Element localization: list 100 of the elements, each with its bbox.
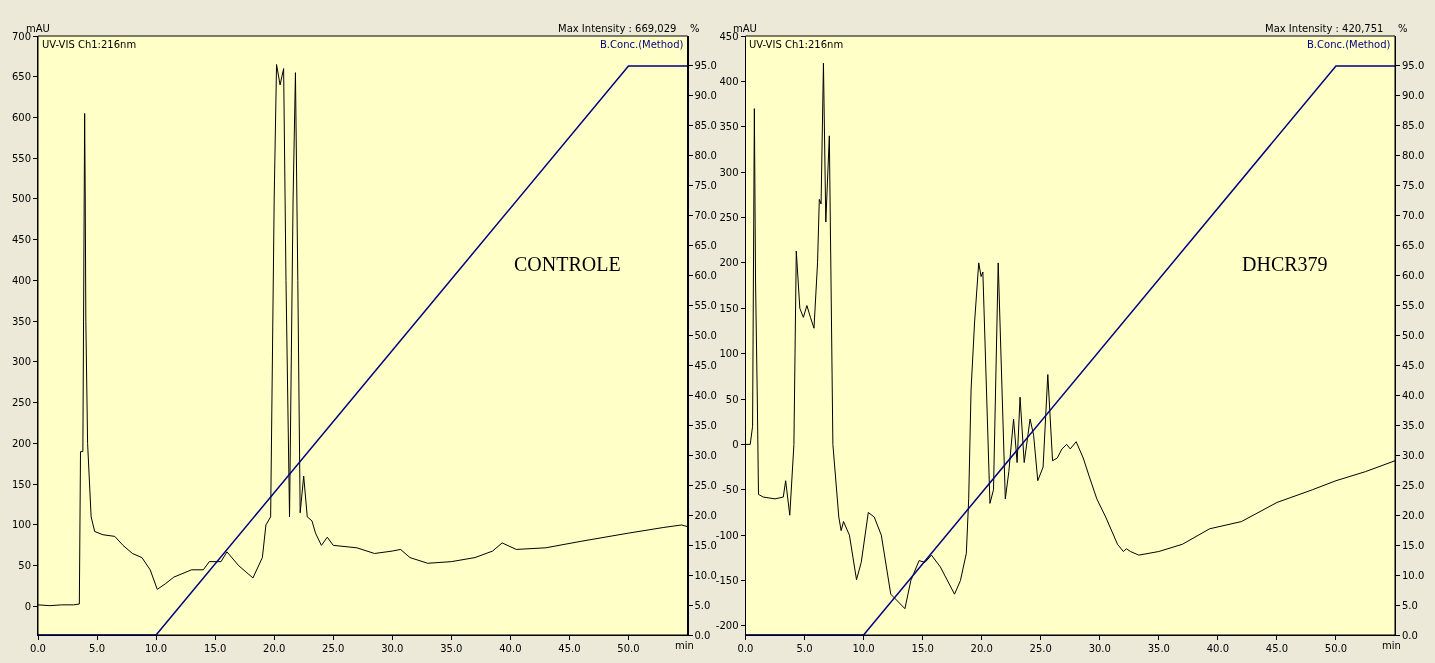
y2-tick-label: 70.0 [694,210,717,222]
y2-tick-label: 85.0 [1402,120,1425,132]
y2-tick-label: 10.0 [694,569,717,581]
y2-tick-label: 25.0 [694,479,717,491]
y-tick-label: 400 [11,274,31,286]
x-tick-label: 40.0 [1206,643,1229,654]
text: Max Intensity : 669,029 [558,23,677,34]
y-tick-label: 600 [11,112,31,123]
x-tick-label: 45.0 [1265,643,1289,654]
annotation: CONTROLE [514,253,621,275]
y-tick-label: 0 [732,438,739,450]
x-tick-label: 15.0 [911,643,934,654]
y2-tick-label: 30.0 [1402,449,1425,461]
series-label: B.Conc.(Method) [600,39,684,50]
y-tick-label: 250 [11,397,31,409]
y2-tick-label: 45.0 [694,359,717,371]
y-tick-label: 350 [719,121,739,133]
y-tick-label: 550 [11,152,31,164]
y2-tick-label: 20.0 [694,509,717,521]
y2-tick-label: 85.0 [694,120,717,132]
x-tick-label: 0.0 [737,643,754,654]
y2-tick-label: 50.0 [1402,330,1425,341]
y-tick-label: 350 [11,315,31,327]
y2-tick-label: 55.0 [694,300,717,312]
y2-tick-label: 50.0 [694,330,717,341]
y2-tick-label: 30.0 [694,449,717,461]
text: UV-VIS Ch1:216nm [42,39,137,50]
y2-tick-label: 35.0 [694,419,717,431]
x-tick-label: 15.0 [204,643,227,654]
y2-tick-label: 25.0 [1402,479,1425,491]
y2-tick-label: 80.0 [694,150,717,162]
y2-tick-label: 40.0 [1402,389,1425,401]
y-tick-label: 400 [719,75,739,87]
y2-tick-label: 60.0 [694,270,717,282]
x-tick-label: 40.0 [499,643,522,654]
y2-axis-title: % [690,23,700,34]
x-tick-label: 50.0 [617,643,640,654]
x-tick-label: 10.0 [852,643,875,654]
y-tick-label: -100 [715,529,739,541]
y2-tick-label: 65.0 [694,240,717,252]
y2-tick-label: 60.0 [1402,270,1425,282]
y2-tick-label: 45.0 [1402,359,1425,371]
x-tick-label: 5.0 [89,643,105,654]
annotation: DHCR379 [1242,253,1328,275]
y2-tick-label: 65.0 [1402,240,1425,252]
y2-tick-label: 10.0 [1402,569,1425,581]
y-tick-label: -150 [715,575,739,587]
y-tick-label: 450 [11,234,31,246]
y-tick-label: 100 [11,519,31,531]
x-tick-label: 30.0 [1088,643,1111,654]
y-tick-label: 500 [11,193,31,205]
y-tick-label: 200 [719,257,739,269]
y2-tick-label: 0.0 [1402,629,1418,641]
y2-tick-label: 5.0 [694,599,711,611]
x-tick-label: 35.0 [440,643,463,654]
x-tick-label: 30.0 [381,643,404,654]
x-tick-label: 20.0 [970,643,993,654]
y2-tick-label: 95.0 [694,60,717,72]
text: Max Intensity : 420,751 [1265,23,1384,34]
y-tick-label: 50 [18,560,31,572]
y2-tick-label: 15.0 [694,539,717,551]
y2-tick-label: 0.0 [694,629,711,641]
x-tick-label: 35.0 [1147,643,1170,654]
y2-tick-label: 70.0 [1402,210,1425,222]
y-tick-label: 150 [11,478,31,490]
y-tick-label: 150 [719,302,739,314]
x-tick-label: 5.0 [796,643,813,654]
y2-tick-label: 35.0 [1402,419,1425,431]
series-label: B.Conc.(Method) [1307,39,1391,50]
x-tick-label: 20.0 [263,643,286,654]
y2-tick-label: 95.0 [1402,60,1425,72]
y-tick-label: 250 [719,212,739,224]
y2-tick-label: 5.0 [1402,599,1418,611]
y-tick-label: 50 [725,393,739,405]
y2-axis-title: % [1398,23,1408,34]
y-tick-label: 100 [719,348,739,360]
text: UV-VIS Ch1:216nm [749,39,844,50]
y-tick-label: 0 [24,600,31,612]
y-tick-label: -200 [715,620,739,632]
y-tick-label: 300 [719,166,739,178]
y-tick-label: 200 [11,437,31,449]
x-tick-label: 50.0 [1324,643,1348,654]
y2-tick-label: 90.0 [694,90,717,102]
y-tick-label: 300 [11,356,31,368]
y2-tick-label: 55.0 [1402,300,1425,312]
y2-tick-label: 75.0 [694,180,717,192]
x-tick-label: 10.0 [144,643,168,654]
y2-tick-label: 15.0 [1402,539,1425,551]
y-tick-label: 650 [11,71,31,83]
x-axis-title: min [1382,640,1401,651]
y2-tick-label: 80.0 [1402,150,1425,162]
x-tick-label: 0.0 [30,643,46,654]
y2-tick-label: 75.0 [1402,180,1425,192]
x-tick-label: 45.0 [558,643,581,654]
x-tick-label: 25.0 [1029,643,1052,654]
y2-tick-label: 20.0 [1402,509,1425,521]
y-tick-label: -50 [722,484,739,496]
y2-tick-label: 40.0 [694,389,717,401]
x-axis-title: min [675,640,694,651]
x-tick-label: 25.0 [322,643,345,654]
